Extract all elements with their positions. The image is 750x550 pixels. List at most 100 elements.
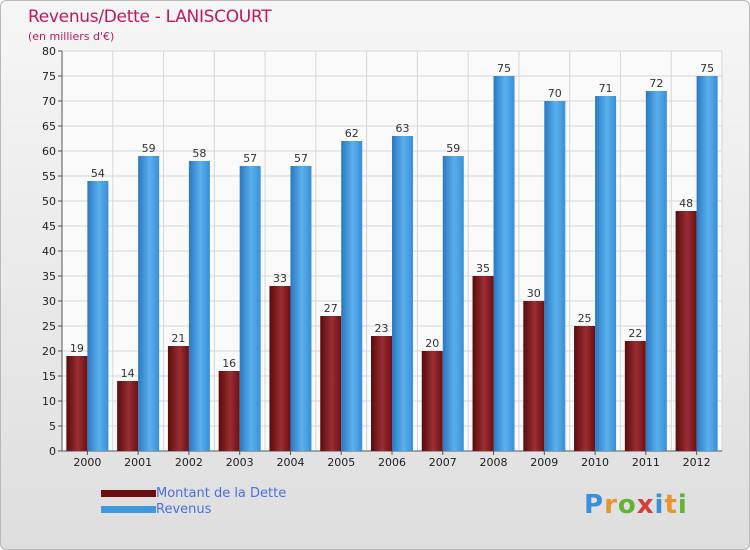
bar-dette — [218, 371, 240, 451]
logo-letter: t — [664, 490, 678, 520]
data-label: 59 — [446, 142, 460, 155]
data-labels: 19 54 14 59 21 58 16 57 33 57 27 62 23 63 20 59 35 75 30 70… — [70, 62, 714, 380]
legend-swatch-revenus — [101, 506, 156, 513]
y-tick-label: 60 — [42, 145, 56, 158]
y-tick-label: 20 — [42, 345, 56, 358]
legend-label-debt: Montant de la Dette — [156, 486, 287, 501]
bar-dette — [117, 381, 139, 451]
y-tick-label: 50 — [42, 195, 56, 208]
data-label: 21 — [171, 332, 185, 345]
data-label: 23 — [375, 322, 389, 335]
y-tick-label: 15 — [42, 370, 56, 383]
data-label: 75 — [700, 62, 714, 75]
bar-revenus — [239, 166, 261, 451]
data-label: 16 — [222, 357, 236, 370]
logo-letter: i — [677, 490, 688, 520]
bar-dette — [66, 356, 88, 451]
bar-revenus — [188, 161, 210, 451]
bar-revenus — [341, 141, 363, 451]
chart-subtitle: (en milliers d'€) — [28, 30, 115, 43]
x-tick-label: 2011 — [632, 456, 660, 469]
y-tick-label: 45 — [42, 220, 56, 233]
bar-revenus — [290, 166, 312, 451]
bar-revenus — [696, 76, 718, 451]
y-tick-label: 40 — [42, 245, 56, 258]
x-tick-label: 2000 — [73, 456, 101, 469]
logo-letter: P — [584, 490, 605, 520]
x-tick-label: 2005 — [327, 456, 355, 469]
x-tick-label: 2007 — [429, 456, 457, 469]
data-label: 72 — [649, 77, 663, 90]
bar-dette — [371, 336, 392, 451]
data-label: 35 — [476, 262, 490, 275]
y-tick-label: 0 — [49, 445, 56, 458]
y-tick-label: 30 — [42, 295, 56, 308]
x-tick-label: 2010 — [581, 456, 609, 469]
x-tick-label: 2002 — [175, 456, 203, 469]
logo-letter: x — [636, 490, 655, 520]
chart-title: Revenus/Dette - LANISCOURT — [28, 7, 272, 27]
data-label: 62 — [345, 127, 359, 140]
data-label: 54 — [91, 167, 105, 180]
bar-revenus — [392, 136, 413, 451]
bar-dette — [523, 301, 545, 451]
data-label: 75 — [497, 62, 511, 75]
bar-dette — [472, 276, 494, 451]
bar-revenus — [493, 76, 515, 451]
y-tick-label: 55 — [42, 170, 56, 183]
y-tick-label: 80 — [42, 45, 56, 58]
bar-dette — [624, 341, 646, 451]
y-tick-label: 70 — [42, 95, 56, 108]
y-tick-label: 25 — [42, 320, 56, 333]
bar-dette — [574, 326, 596, 451]
bar-revenus — [544, 101, 566, 451]
logo-letter: i — [654, 490, 665, 520]
x-tick-label: 2009 — [530, 456, 558, 469]
x-tick-label: 2003 — [226, 456, 254, 469]
bar-revenus — [595, 96, 617, 451]
bar-revenus — [138, 156, 160, 451]
data-label: 27 — [324, 302, 338, 315]
y-tick-label: 65 — [42, 120, 56, 133]
logo-letter: r — [604, 490, 618, 520]
data-label: 33 — [273, 272, 287, 285]
x-tick-label: 2008 — [480, 456, 508, 469]
data-label: 58 — [192, 147, 206, 160]
bars — [66, 76, 718, 451]
data-label: 48 — [679, 197, 693, 210]
data-label: 70 — [548, 87, 562, 100]
bar-dette — [421, 351, 443, 451]
legend-swatch-debt — [101, 490, 156, 497]
bar-revenus — [645, 91, 667, 451]
data-label: 14 — [121, 367, 135, 380]
bar-dette — [675, 211, 697, 451]
data-label: 22 — [628, 327, 642, 340]
legend-label-revenus: Revenus — [156, 502, 212, 517]
y-tick-label: 35 — [42, 270, 56, 283]
y-tick-label: 10 — [42, 395, 56, 408]
logo-letter: o — [617, 490, 637, 520]
data-label: 59 — [142, 142, 156, 155]
bar-revenus — [442, 156, 464, 451]
x-tick-label: 2001 — [124, 456, 152, 469]
data-label: 63 — [396, 122, 410, 135]
data-label: 57 — [294, 152, 308, 165]
x-tick-label: 2012 — [683, 456, 711, 469]
proxiti-logo: Proxiti — [584, 490, 688, 520]
data-label: 19 — [70, 342, 84, 355]
bar-dette — [269, 286, 291, 451]
data-label: 57 — [243, 152, 257, 165]
data-label: 30 — [527, 287, 541, 300]
x-tick-label: 2004 — [276, 456, 304, 469]
x-tick-label: 2006 — [378, 456, 406, 469]
data-label: 71 — [599, 82, 613, 95]
y-tick-label: 5 — [49, 420, 56, 433]
bar-dette — [167, 346, 189, 451]
y-tick-label: 75 — [42, 70, 56, 83]
data-label: 25 — [578, 312, 592, 325]
bar-revenus — [87, 181, 109, 451]
data-label: 20 — [425, 337, 439, 350]
bar-dette — [320, 316, 342, 451]
